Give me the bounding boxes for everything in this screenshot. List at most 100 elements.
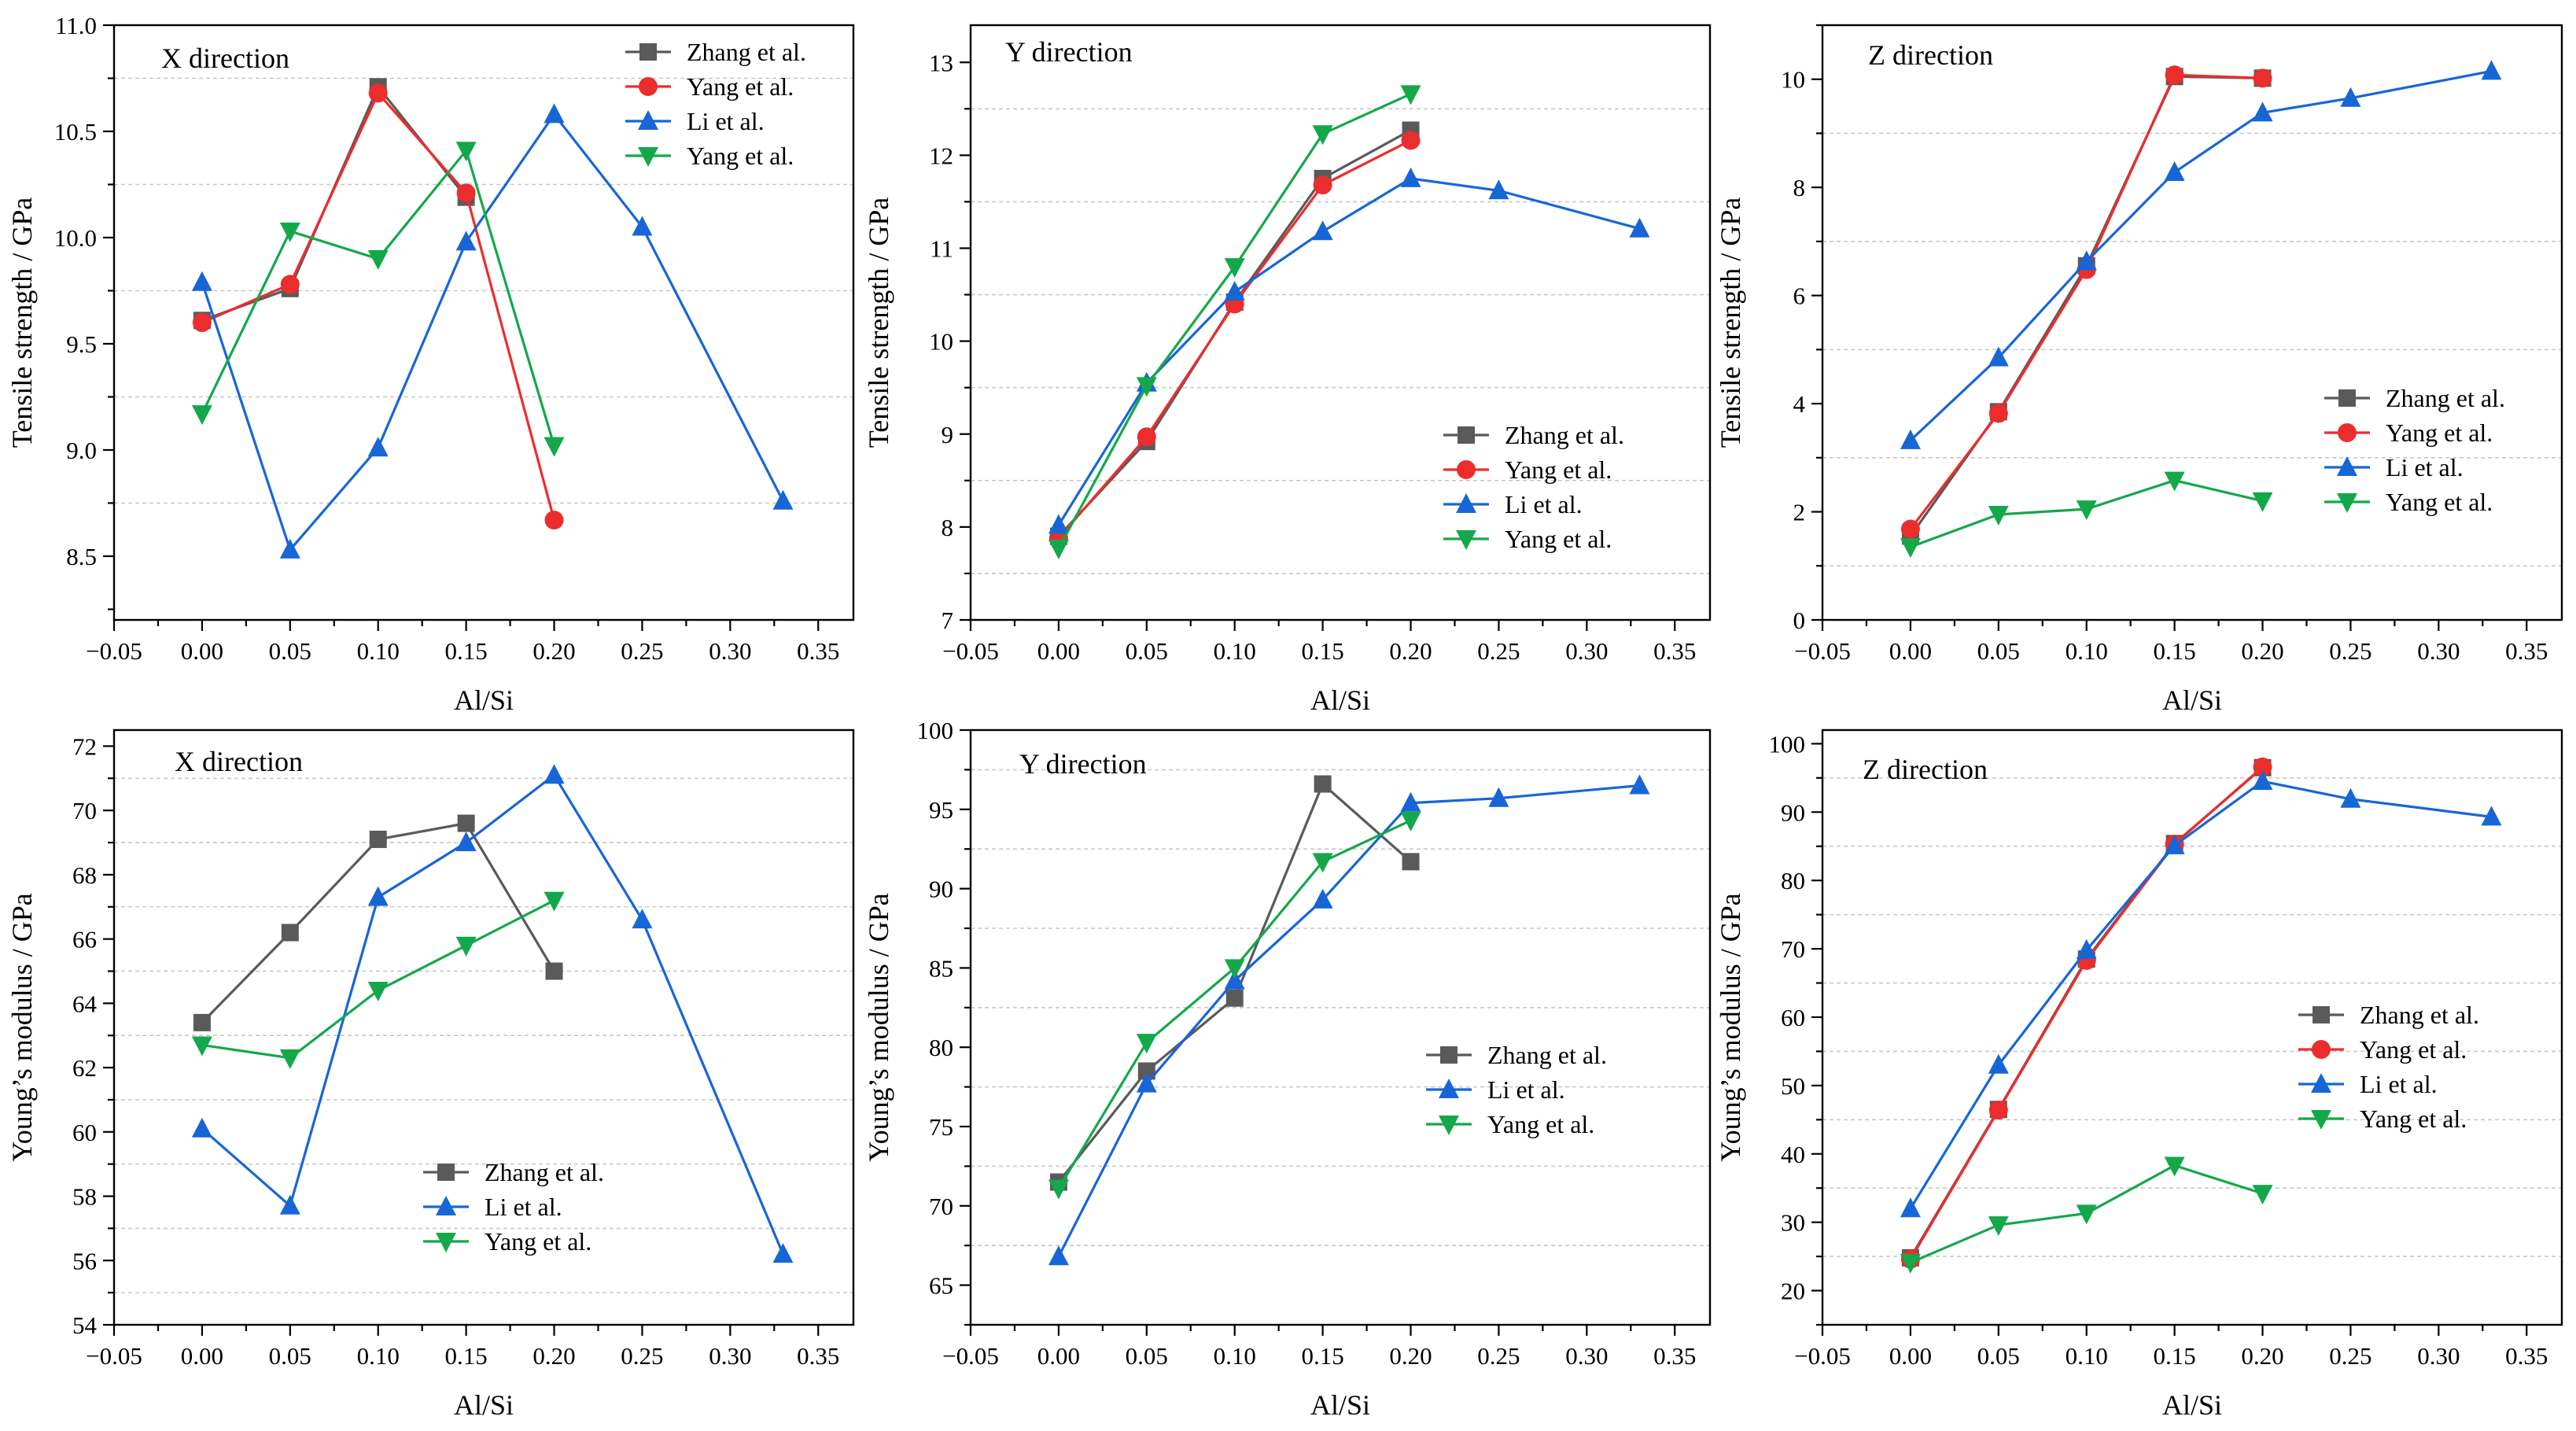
- chart-panel-ym-y: −0.05 0.00 0.05 0.10 0.15 0.20 0.25 0.30 0.35 65 7…: [863, 717, 1712, 1421]
- data-point: [367, 250, 389, 270]
- series-zhang-et-al-0: [193, 814, 563, 1031]
- data-point: [2164, 1156, 2185, 1177]
- y-axis-title: Young’s modulus / GPa: [6, 893, 38, 1161]
- y-axis-title: Tensile strength / GPa: [1715, 197, 1746, 448]
- x-tick-label: 0.35: [797, 1342, 839, 1370]
- series-yang-et-al-3: [191, 142, 565, 457]
- data-point: [1137, 427, 1156, 447]
- x-tick-label: 0.35: [2505, 637, 2548, 665]
- y-tick-label: 65: [929, 1272, 953, 1300]
- x-tick-label: 0.30: [2417, 637, 2460, 665]
- legend-label: Li et al.: [2386, 453, 2464, 481]
- y-tick-label: 80: [1781, 867, 1805, 894]
- data-point: [455, 142, 477, 162]
- data-point: [1048, 540, 1069, 560]
- y-tick-label: 72: [72, 732, 97, 760]
- data-point: [1400, 811, 1421, 832]
- x-tick-label: 0.25: [2329, 637, 2371, 665]
- legend-marker: [638, 147, 658, 167]
- series-yang-et-al-1: [192, 83, 564, 530]
- series-li-et-al-2: [1900, 770, 2502, 1218]
- data-point: [1312, 888, 1333, 909]
- y-tick-label: 100: [917, 717, 954, 744]
- legend-marker: [437, 1164, 455, 1181]
- x-tick-label: 0.05: [269, 637, 311, 665]
- data-point: [1312, 220, 1333, 241]
- legend-label: Yang et al.: [687, 142, 794, 170]
- y-tick-label: 60: [72, 1119, 97, 1146]
- data-point: [455, 231, 477, 251]
- legend-label: Li et al.: [2360, 1070, 2438, 1098]
- data-point: [1900, 1253, 1921, 1274]
- legend-label: Yang et al.: [485, 1227, 591, 1256]
- y-tick-label: 56: [72, 1247, 97, 1274]
- data-point: [1988, 1216, 2009, 1237]
- x-tick-label: 0.05: [1126, 1342, 1168, 1370]
- y-tick-label: 10: [1781, 66, 1805, 94]
- data-point: [193, 1013, 211, 1031]
- x-tick-label: 0.15: [1301, 1342, 1343, 1370]
- x-tick-label: 0.20: [1389, 1342, 1432, 1370]
- x-tick-label: 0.20: [2241, 1342, 2283, 1370]
- data-point: [1401, 131, 1421, 150]
- y-tick-label: 70: [72, 797, 97, 824]
- data-point: [2253, 757, 2272, 776]
- y-tick-label: 90: [1781, 798, 1805, 826]
- data-point: [1988, 505, 2009, 526]
- legend-label: Zhang et al.: [2386, 384, 2505, 412]
- plot-frame: [969, 24, 1712, 621]
- data-point: [1402, 853, 1420, 871]
- y-tick-label: 70: [1781, 935, 1805, 963]
- legend: Zhang et al. Li et al. Yang et al.: [423, 1158, 604, 1256]
- x-tick-label: −0.05: [1794, 1342, 1851, 1370]
- legend-marker: [639, 77, 658, 96]
- data-point: [1312, 125, 1333, 146]
- y-tick-label: 11: [930, 235, 953, 263]
- y-tick-label: 7: [942, 607, 954, 634]
- legend-marker: [2312, 1040, 2331, 1059]
- x-tick-label: 0.10: [357, 1342, 400, 1370]
- data-point: [1488, 179, 1509, 200]
- x-tick-label: 0.15: [1301, 637, 1343, 665]
- y-tick-label: 20: [1781, 1278, 1805, 1305]
- data-point: [367, 437, 389, 457]
- direction-label: Y direction: [1005, 36, 1133, 68]
- data-point: [1048, 514, 1069, 534]
- data-point: [1313, 175, 1332, 195]
- y-tick-label: 10.5: [54, 118, 97, 146]
- y-tick-label: 70: [929, 1193, 953, 1220]
- x-tick-label: 0.15: [2153, 1342, 2195, 1370]
- x-tick-label: 0.10: [2066, 637, 2108, 665]
- y-axis-title: Tensile strength / GPa: [863, 197, 894, 448]
- series-yang-et-al-2: [1048, 811, 1421, 1200]
- y-tick-label: 6: [1793, 282, 1806, 310]
- x-tick-label: 0.20: [533, 637, 575, 665]
- y-tick-label: 100: [1769, 730, 1806, 758]
- plot-frame: [1821, 24, 2563, 621]
- legend-marker: [1457, 460, 1476, 479]
- legend-marker: [1456, 530, 1476, 550]
- legend-label: Li et al.: [485, 1193, 562, 1221]
- data-point: [280, 275, 300, 294]
- legend: Zhang et al. Yang et al. Li et al. Yang et …: [2324, 384, 2505, 516]
- plot-frame: [969, 728, 1712, 1326]
- x-tick-label: 0.10: [357, 637, 400, 665]
- x-tick-label: 0.00: [1037, 637, 1080, 665]
- data-point: [2340, 87, 2361, 107]
- data-point: [455, 936, 477, 957]
- x-tick-label: 0.10: [2066, 1342, 2108, 1370]
- legend: Zhang et al. Yang et al. Li et al. Yang et …: [625, 38, 806, 170]
- legend-label: Yang et al.: [1505, 455, 1612, 484]
- legend: Zhang et al. Yang et al. Li et al. Yang et …: [1443, 421, 1624, 553]
- x-tick-label: 0.25: [621, 637, 663, 665]
- y-tick-label: 95: [929, 796, 953, 824]
- y-tick-label: 85: [929, 954, 953, 982]
- data-point: [772, 1243, 794, 1263]
- data-point: [1400, 167, 1421, 187]
- x-axis-title: Al/Si: [1310, 684, 1370, 716]
- legend-label: Zhang et al.: [1505, 421, 1624, 449]
- data-point: [279, 538, 300, 559]
- chart-panel-ts-y: −0.05 0.00 0.05 0.10 0.15 0.20 0.25 0.30 0.35 7 8 9…: [863, 24, 1712, 716]
- plot-frame: [112, 24, 855, 621]
- y-tick-label: 54: [72, 1311, 98, 1339]
